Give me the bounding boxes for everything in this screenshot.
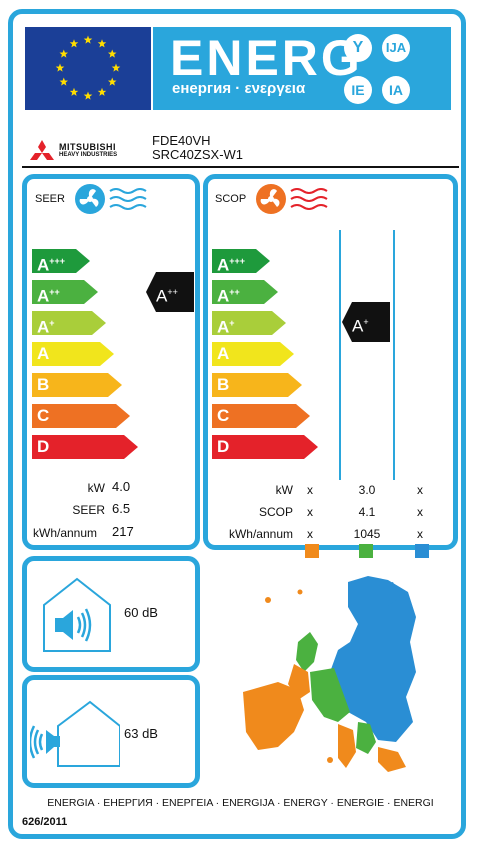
cool-kw-value: 4.0 [112,479,131,494]
model-indoor: FDE40VH [152,133,211,148]
warmer-zone-swatch [415,544,429,558]
brand-logo: MITSUBISHI HEAVY INDUSTRIES [27,138,137,164]
energy-title: ENERG [170,30,363,86]
seer-title: SEER [35,193,65,205]
fan-heat-icon [253,181,333,222]
indoor-speaker-house-icon [42,575,112,660]
average-zone-swatch [359,544,373,558]
colder-zone-swatch [305,544,319,558]
heat-average-kw: 3.0 [358,483,376,497]
heating-class-arrow: A++ [212,280,278,304]
heat-colder-scop: x [307,505,313,519]
europe-climate-map [238,572,428,787]
regulation-number: 626/2011 [22,816,68,828]
cooling-class-arrow: A++ [32,280,98,304]
heat-colder-kwh: x [307,527,313,541]
seer-label: SEER [72,503,105,517]
cooling-class-arrow: A+++ [32,249,90,273]
seer-value: 6.5 [112,501,131,516]
brand-name: MITSUBISHI [59,142,117,152]
indoor-noise-panel [22,556,200,672]
outdoor-speaker-house-icon [28,700,121,775]
cooling-class-arrow: D [32,435,138,459]
three-diamonds-icon [30,140,54,160]
heating-class-arrow: A+++ [212,249,270,273]
brand-divider [22,166,459,168]
heat-average-scop: 4.1 [358,505,376,519]
outdoor-noise-panel [22,675,200,788]
label-frame [8,9,466,839]
cool-kw-label: kW [87,481,105,495]
heat-warmer-kwh: x [417,527,423,541]
lang-code-ia: IA [382,76,410,104]
heating-class-arrow: B [212,373,302,397]
heat-kwh-label: kWh/annum [228,527,293,541]
model-outdoor: SRC40ZSX-W1 [152,147,244,162]
heating-class-arrow: D [212,435,318,459]
heat-kw-label: kW [275,483,293,497]
heat-warmer-scop: x [417,505,423,519]
scop-title: SCOP [215,193,247,205]
brand-subname: HEAVY INDUSTRIES [59,152,118,158]
cooling-rating-badge: A++ [146,272,194,312]
energy-subtitle: енергия · ενεργεια [172,80,306,97]
heating-class-arrow: A+ [212,311,286,335]
heat-average-kwh: 1045 [353,527,381,541]
heat-column-divider [393,230,395,480]
heat-scop-label: SCOP [258,505,293,519]
heating-class-arrow: A [212,342,294,366]
cooling-class-arrow: A [32,342,114,366]
heat-warmer-kw: x [417,483,423,497]
outdoor-noise-value: 63 dB [124,726,158,741]
footer-languages: ENERGIA · ЕНЕРГИЯ · ΕΝΕΡΓΕΙΑ · ENERGIJA … [47,797,434,809]
lang-code-y: Y [344,34,372,62]
heating-rating-badge: A+ [342,302,390,342]
cool-kwh-value: 217 [112,524,134,539]
heating-class-arrow: C [212,404,310,428]
cool-kwh-label: kWh/annum [33,526,98,540]
cooling-class-arrow: A+ [32,311,106,335]
indoor-noise-value: 60 dB [124,605,158,620]
heat-column-divider [339,230,341,480]
lang-code-ie: IE [344,76,372,104]
cooling-class-arrow: C [32,404,130,428]
heat-colder-kw: x [307,483,313,497]
eu-flag-icon [25,27,151,110]
lang-code-ija: IJA [382,34,410,62]
cooling-class-arrow: B [32,373,122,397]
fan-snowflake-icon [72,181,152,222]
